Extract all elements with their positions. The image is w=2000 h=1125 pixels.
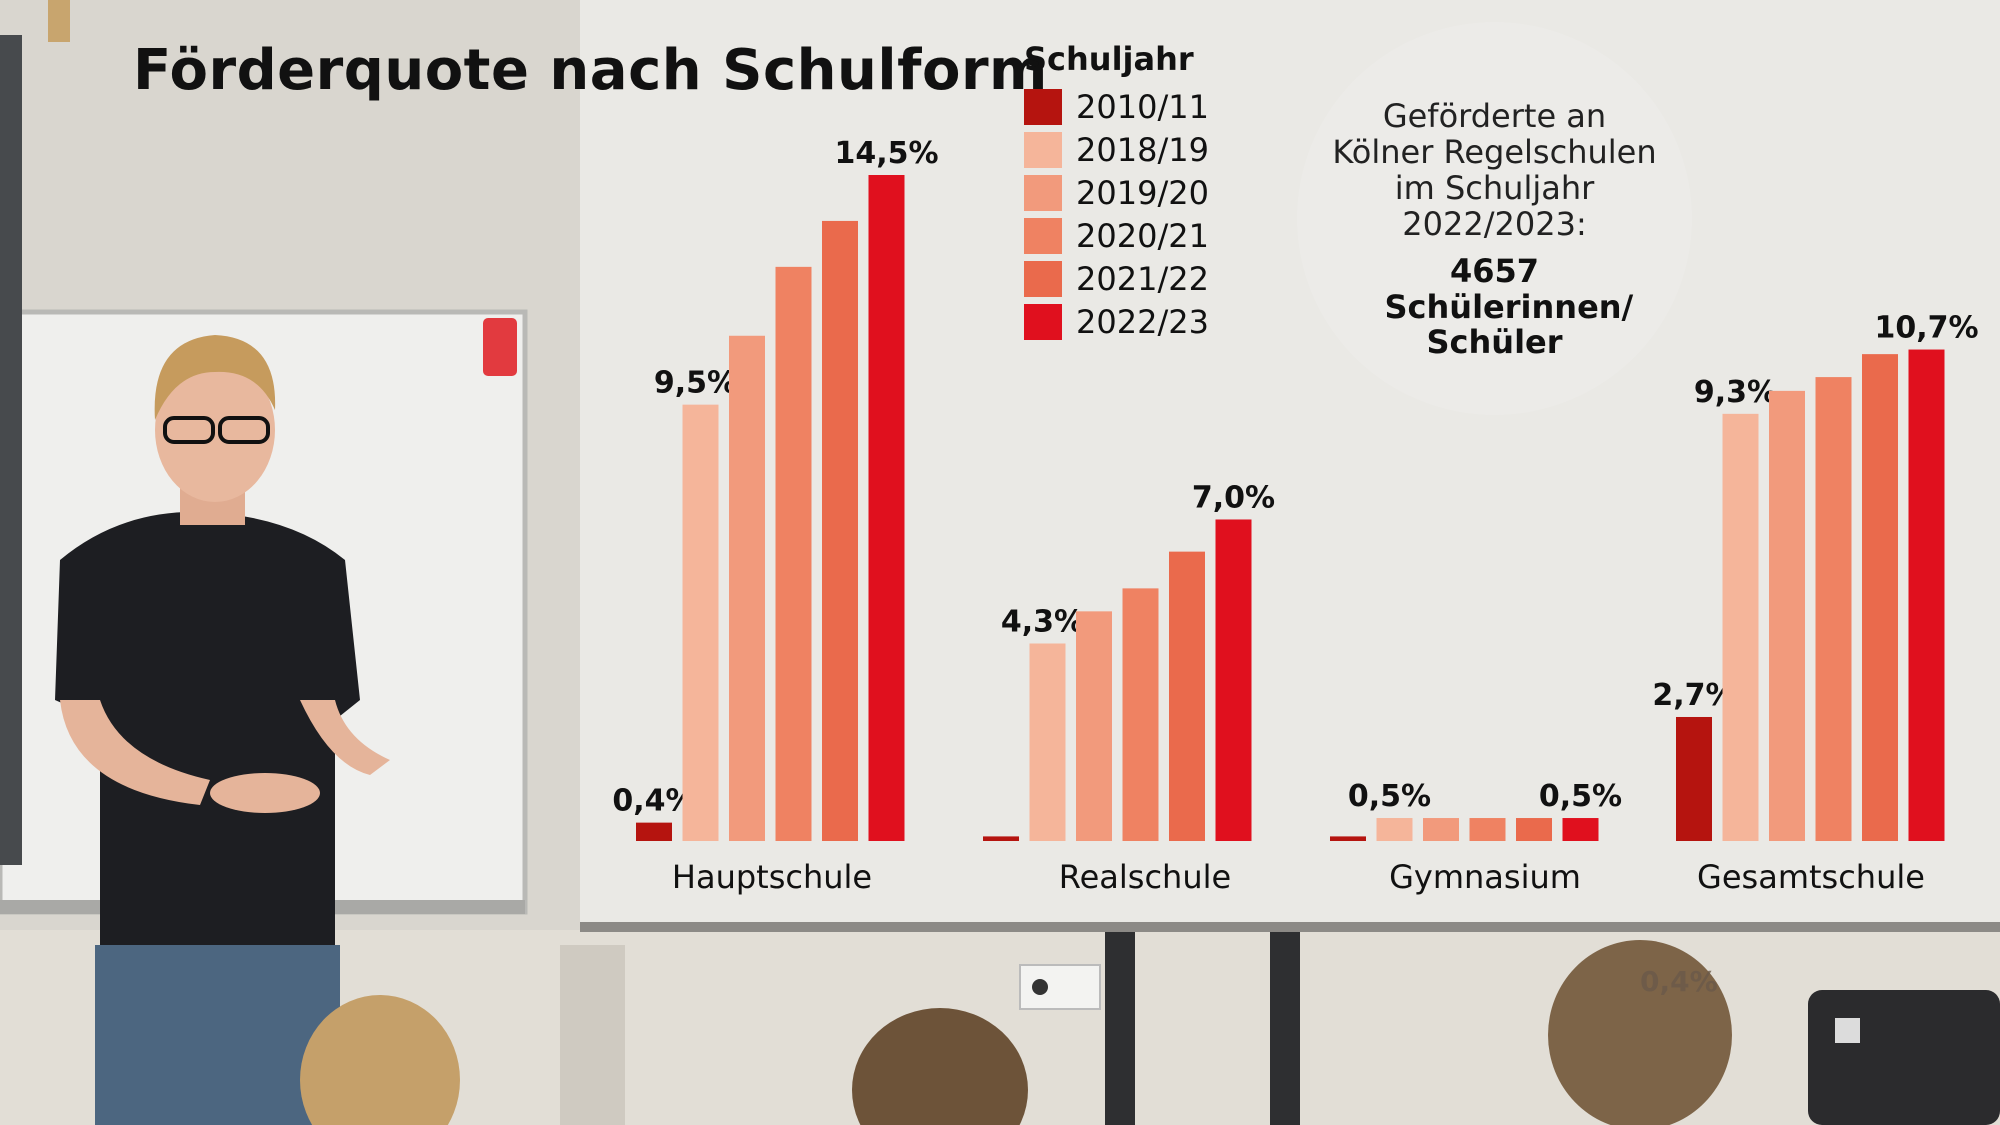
legend-label: 2022/23 <box>1076 303 1209 341</box>
data-label: 9,5% <box>654 366 737 401</box>
bar <box>983 836 1019 841</box>
bar <box>1076 611 1112 841</box>
info-line: Kölner Regelschulen <box>1332 133 1657 171</box>
bar <box>682 404 719 841</box>
legend-swatch <box>1024 218 1062 254</box>
bar <box>1908 349 1945 841</box>
legend-item: 2018/19 <box>1024 131 1209 169</box>
info-circle <box>1297 22 1692 415</box>
bar <box>775 266 812 841</box>
legend-swatch <box>1024 304 1062 340</box>
category-label: Gesamtschule <box>1697 858 1925 896</box>
legend-item: 2022/23 <box>1024 303 1209 341</box>
bar <box>1516 818 1552 841</box>
category-label: Hauptschule <box>672 858 872 896</box>
bar <box>822 220 858 841</box>
bar <box>1862 354 1898 841</box>
legend-label: 2019/20 <box>1076 174 1209 212</box>
bar <box>1722 413 1759 841</box>
category-label: Realschule <box>1059 858 1231 896</box>
bar <box>1330 836 1366 841</box>
legend-swatch <box>1024 261 1062 297</box>
data-label: 14,5% <box>834 136 938 171</box>
info-text: Geförderte an Kölner Regelschulen im Sch… <box>1297 98 1692 242</box>
bar <box>1169 551 1205 841</box>
legend-title: Schuljahr <box>1024 40 1194 78</box>
legend-item: 2021/22 <box>1024 260 1209 298</box>
bar <box>1122 588 1159 841</box>
info-line: 2022/2023: <box>1402 205 1587 243</box>
info-line: im Schuljahr <box>1394 169 1595 207</box>
legend-swatch <box>1024 175 1062 211</box>
bar <box>1376 818 1413 841</box>
bar <box>1469 818 1506 841</box>
bar <box>1423 818 1459 841</box>
legend-item: 2019/20 <box>1024 174 1209 212</box>
data-label: 0,4% <box>612 784 695 819</box>
legend-item: 2020/21 <box>1024 217 1209 255</box>
bar <box>868 175 905 841</box>
bar <box>1562 818 1599 841</box>
bar <box>636 822 672 841</box>
bar <box>1029 643 1066 841</box>
data-label: 4,3% <box>1001 604 1084 639</box>
legend-label: 2020/21 <box>1076 217 1209 255</box>
bar <box>1769 390 1805 841</box>
bar <box>729 335 765 841</box>
data-label: 0,5% <box>1539 779 1622 814</box>
bar <box>1676 716 1712 841</box>
info-number: 4657 <box>1449 252 1540 290</box>
legend-item: 2010/11 <box>1024 88 1209 126</box>
chart-title: Förderquote nach Schulform <box>133 38 1048 103</box>
bar <box>1215 519 1252 841</box>
data-label: 9,3% <box>1694 375 1777 410</box>
legend-swatch <box>1024 132 1062 168</box>
data-label: 2,7% <box>1652 678 1735 713</box>
bar <box>1815 377 1852 841</box>
legend-label: 2021/22 <box>1076 260 1209 298</box>
stray-label: 0,4% <box>1640 965 1718 998</box>
info-line: Geförderte an <box>1382 97 1607 135</box>
legend-label: 2018/19 <box>1076 131 1209 169</box>
data-label: 10,7% <box>1874 311 1978 346</box>
category-label: Gymnasium <box>1389 858 1581 896</box>
info-unit: Schülerinnen/ Schüler <box>1297 290 1692 360</box>
data-label: 0,5% <box>1348 779 1431 814</box>
data-label: 7,0% <box>1192 480 1275 515</box>
legend-swatch <box>1024 89 1062 125</box>
legend-label: 2010/11 <box>1076 88 1209 126</box>
info-unit-text: Schülerinnen/ Schüler <box>1384 288 1634 361</box>
